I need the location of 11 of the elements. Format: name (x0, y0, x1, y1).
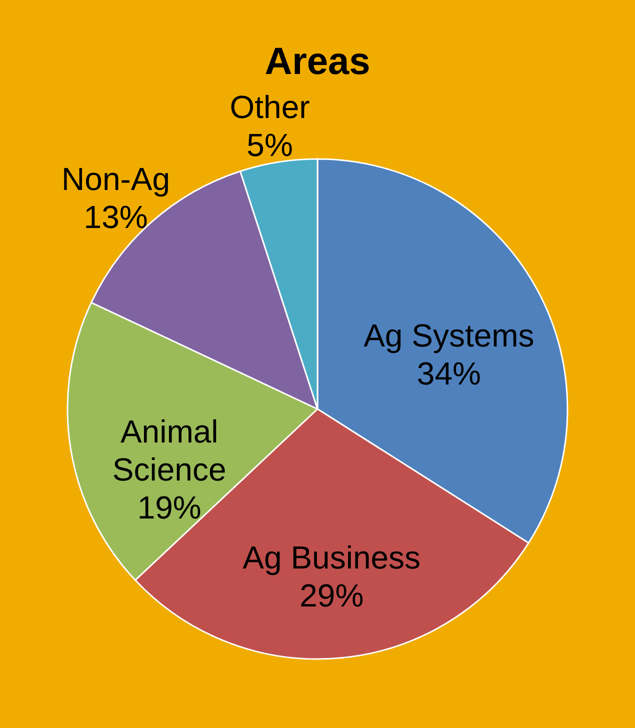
data-label: 29% (300, 577, 364, 614)
slice-label: Non-Ag (62, 161, 170, 198)
slice-label: Animal Science (112, 413, 226, 488)
chart-title: Areas (264, 40, 370, 83)
data-label: 13% (84, 199, 148, 236)
slice-label: Other (230, 88, 310, 125)
data-label: 19% (137, 489, 202, 526)
data-label: 5% (246, 126, 293, 163)
slice-label: Ag Business (242, 539, 421, 576)
slice-label: Ag Systems (364, 318, 534, 354)
data-label: 34% (416, 356, 481, 392)
